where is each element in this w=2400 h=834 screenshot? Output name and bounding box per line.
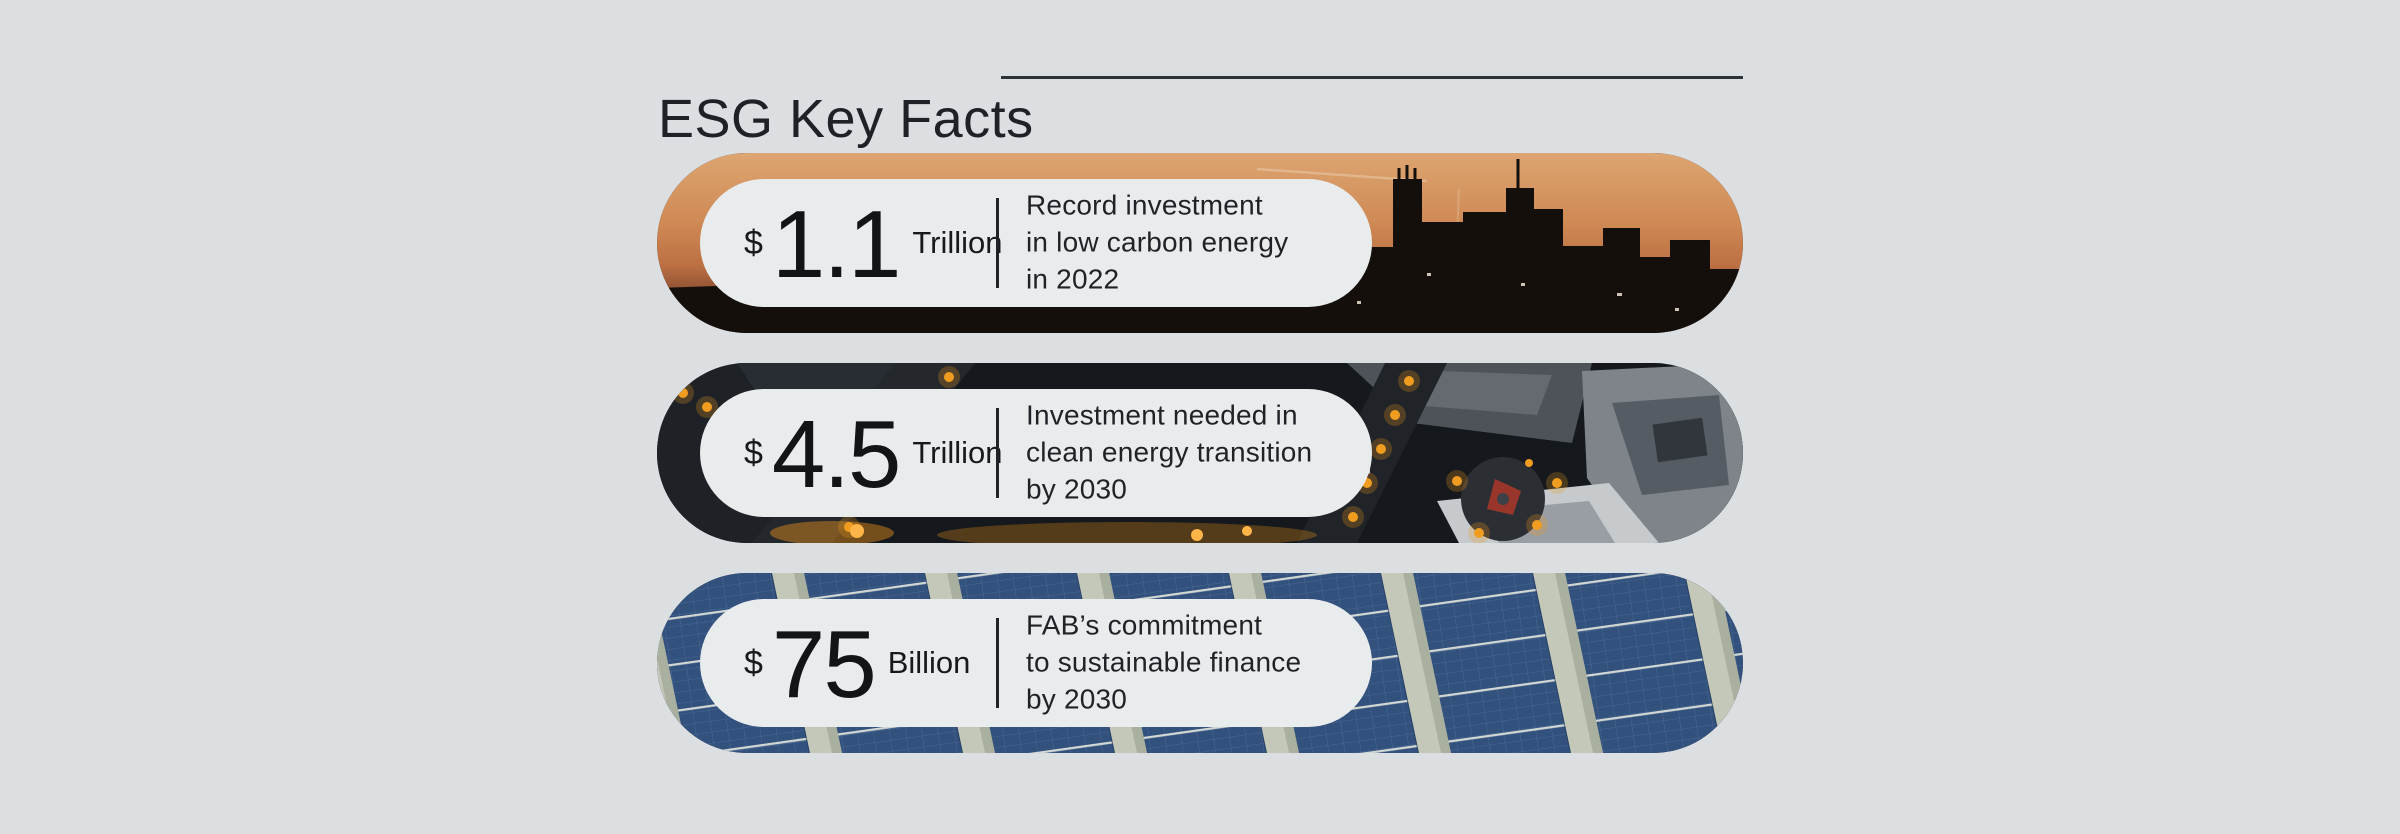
currency-symbol: $ [744,643,763,682]
stat-pill: $ 75 Billion FAB’s commitment to sustain… [700,599,1372,727]
stat-card-clean-energy: $ 4.5 Trillion Investment needed in clea… [657,363,1743,543]
stat-description-line: Investment needed in [1026,399,1298,431]
stat-value: 75 [771,611,877,718]
stat-amount: $ 1.1 Trillion [744,179,1003,307]
stat-description: Record investment in low carbon energy i… [1026,186,1288,297]
stat-description-line: by 2030 [1026,683,1128,715]
stat-description: FAB’s commitment to sustainable finance … [1026,606,1301,717]
stat-description-line: in 2022 [1026,263,1120,295]
page-title: ESG Key Facts [658,89,1034,150]
currency-symbol: $ [744,433,763,472]
stat-value: 1.1 [771,191,901,298]
stat-card-fab-commitment: $ 75 Billion FAB’s commitment to sustain… [657,573,1743,753]
stat-divider [996,408,999,498]
stat-unit: Trillion [912,225,1003,260]
currency-symbol: $ [744,223,763,262]
stat-unit: Billion [887,645,971,680]
stat-unit: Trillion [912,435,1003,470]
stat-amount: $ 4.5 Trillion [744,389,1003,517]
stat-description-line: by 2030 [1026,473,1128,505]
stat-description-line: clean energy transition [1026,436,1313,468]
stat-card-low-carbon: $ 1.1 Trillion Record investment in low … [657,153,1743,333]
title-rule-line [1001,76,1743,79]
stat-description-line: FAB’s commitment [1026,609,1263,641]
stat-pill: $ 4.5 Trillion Investment needed in clea… [700,389,1372,517]
stat-divider [996,198,999,288]
stat-description-line: Record investment [1026,189,1263,221]
stat-description-line: in low carbon energy [1026,226,1289,258]
stat-value: 4.5 [771,401,901,508]
stat-description-line: to sustainable finance [1026,646,1302,678]
stat-pill: $ 1.1 Trillion Record investment in low … [700,179,1372,307]
stat-amount: $ 75 Billion [744,599,970,727]
stat-description: Investment needed in clean energy transi… [1026,396,1312,507]
stat-divider [996,618,999,708]
stat-cards: $ 1.1 Trillion Record investment in low … [657,153,1743,753]
